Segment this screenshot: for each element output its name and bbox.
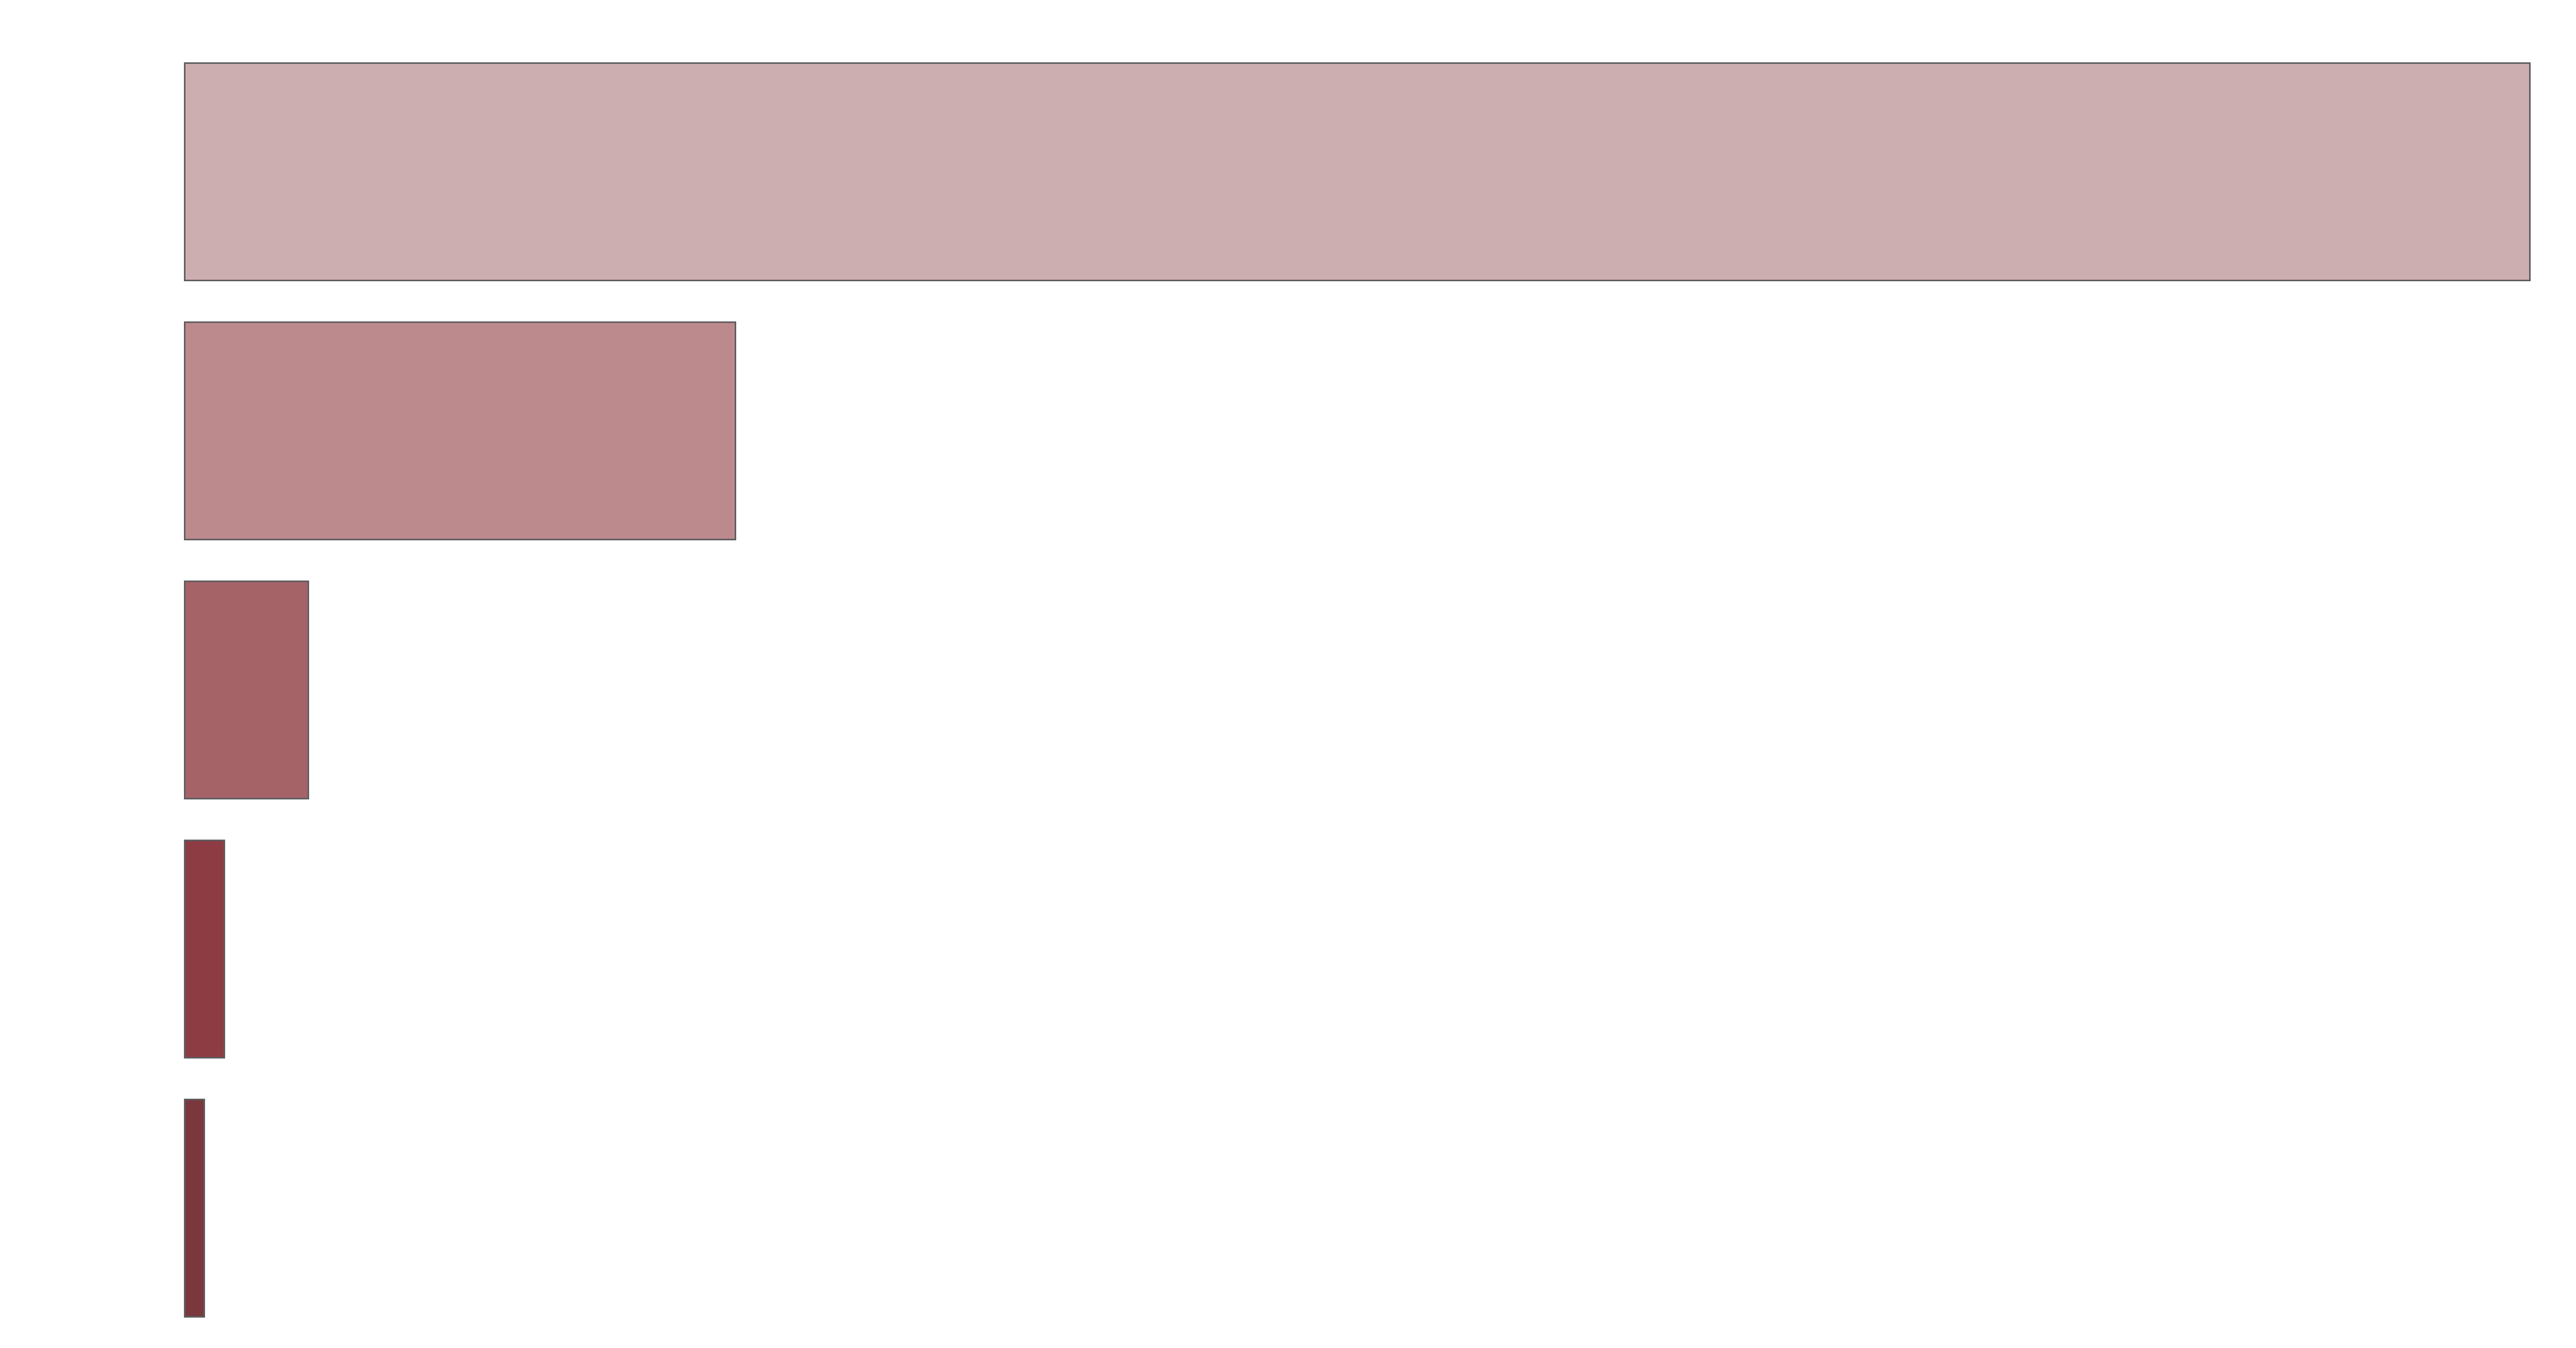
bar-2 <box>184 321 736 540</box>
bar-3 <box>184 581 309 799</box>
bar-5 <box>184 1099 205 1318</box>
bar-1 <box>184 62 2531 281</box>
bar-4 <box>184 840 225 1059</box>
